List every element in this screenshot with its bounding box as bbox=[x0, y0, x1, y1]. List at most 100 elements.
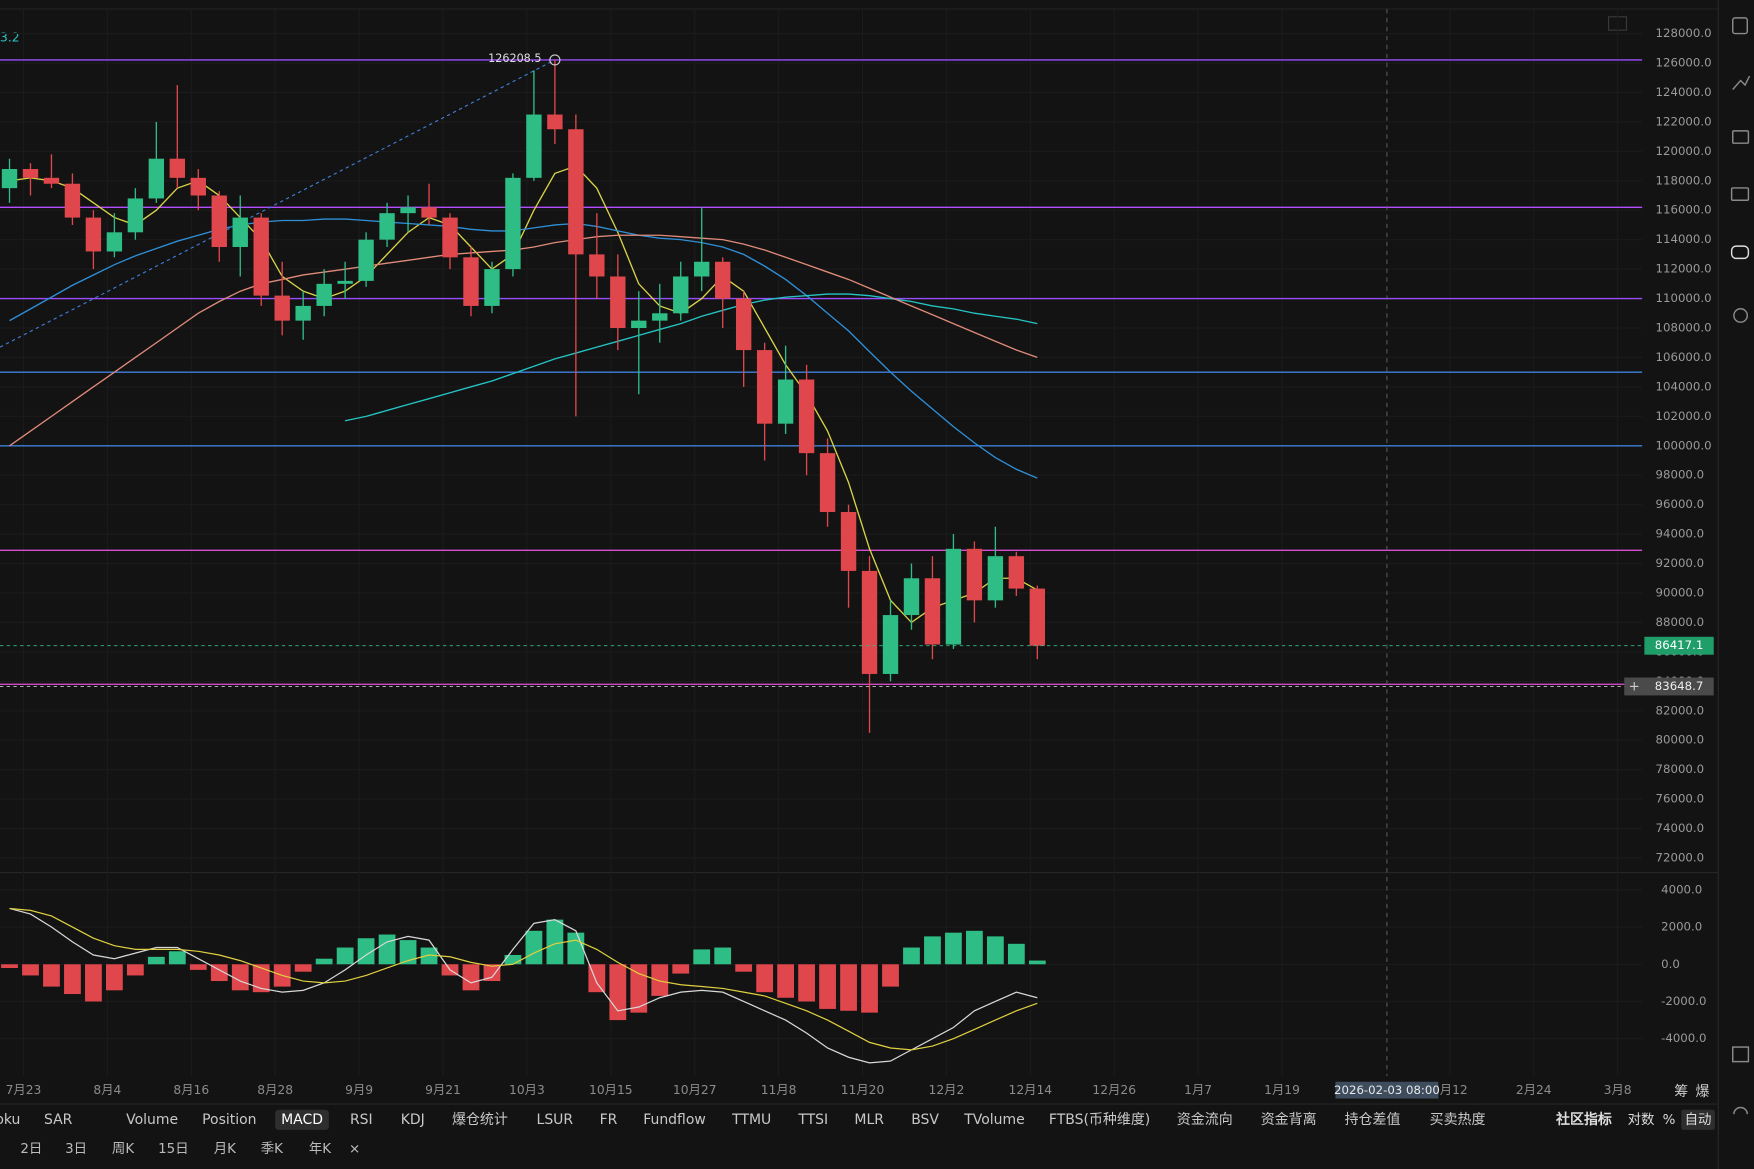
x-tick-label: 11月20 bbox=[841, 1083, 885, 1097]
y-tick-label: 110000.0 bbox=[1656, 291, 1712, 305]
indicator-tab[interactable]: FR bbox=[600, 1112, 618, 1128]
scale-option[interactable]: 自动 bbox=[1685, 1112, 1712, 1128]
x-tick-label: 3月8 bbox=[1604, 1083, 1632, 1097]
y-tick-label: 2000.0 bbox=[1661, 920, 1702, 934]
indicator-label: 3.2 bbox=[0, 31, 20, 45]
peak-label: 126208.5 bbox=[488, 52, 541, 65]
indicator-tab[interactable]: 资金背离 bbox=[1261, 1111, 1317, 1128]
macd-bar bbox=[546, 919, 564, 965]
icon[interactable] bbox=[1733, 1106, 1749, 1115]
scale-option[interactable]: 对数 bbox=[1628, 1112, 1655, 1128]
x-tick-label: 8月16 bbox=[173, 1083, 209, 1097]
macd-bar bbox=[924, 936, 941, 965]
last-price-tag bbox=[1644, 636, 1714, 655]
candle-body bbox=[22, 169, 39, 178]
candle-body bbox=[232, 217, 248, 248]
candle-body bbox=[945, 548, 962, 645]
indicator-tab[interactable]: TTMU bbox=[731, 1112, 771, 1128]
icon[interactable] bbox=[1732, 130, 1750, 144]
period-tab[interactable]: 年K bbox=[309, 1141, 332, 1157]
icon[interactable] bbox=[1732, 17, 1749, 35]
community-indicators[interactable]: 社区指标 bbox=[1555, 1111, 1612, 1128]
y-tick-label: 80000.0 bbox=[1656, 733, 1705, 747]
macd-bar bbox=[126, 964, 144, 976]
candle-body bbox=[882, 615, 899, 674]
indicator-tab[interactable]: MACD bbox=[281, 1112, 323, 1128]
macd-bar bbox=[22, 964, 39, 976]
macd-bar bbox=[336, 947, 354, 965]
macd-bar bbox=[819, 964, 836, 1009]
icon[interactable] bbox=[1732, 1046, 1750, 1063]
crosshair-x-tag bbox=[1335, 1081, 1439, 1099]
indicator-tab[interactable]: Position bbox=[202, 1112, 256, 1128]
icon[interactable] bbox=[1733, 308, 1749, 323]
macd-bar bbox=[315, 958, 333, 965]
indicator-tab[interactable]: 资金流向 bbox=[1177, 1112, 1233, 1128]
indicator-tab[interactable]: TVolume bbox=[963, 1112, 1024, 1128]
candle-body bbox=[756, 350, 773, 424]
macd-bar bbox=[210, 964, 228, 982]
icon[interactable] bbox=[1730, 245, 1750, 260]
crosshair-x-label: 2026-02-03 08:00 bbox=[1334, 1083, 1440, 1097]
candle-body bbox=[1008, 556, 1025, 589]
x-tick-label: 8月28 bbox=[257, 1083, 293, 1097]
axis-tool[interactable]: 爆 bbox=[1696, 1084, 1710, 1100]
y-tick-label: 90000.0 bbox=[1656, 585, 1705, 599]
period-tab[interactable]: 季K bbox=[261, 1141, 284, 1157]
y-tick-label: 126000.0 bbox=[1656, 56, 1712, 70]
indicator-tab[interactable]: 持仓差值 bbox=[1345, 1112, 1401, 1128]
macd-bar bbox=[231, 964, 249, 991]
macd-bar bbox=[651, 964, 669, 996]
icon[interactable] bbox=[1732, 75, 1751, 90]
y-tick-label: 76000.0 bbox=[1656, 792, 1705, 806]
icon[interactable] bbox=[1730, 187, 1750, 201]
indicator-tab[interactable]: oku bbox=[0, 1112, 20, 1128]
candle-body bbox=[861, 570, 878, 674]
period-tab[interactable]: 3日 bbox=[65, 1142, 87, 1157]
candle-body bbox=[715, 261, 731, 299]
x-tick-label: 10月15 bbox=[589, 1083, 633, 1097]
candle-body bbox=[694, 261, 710, 277]
indicator-tab[interactable]: SAR bbox=[44, 1112, 73, 1128]
period-tab[interactable]: × bbox=[349, 1142, 360, 1157]
period-tab[interactable]: 15日 bbox=[158, 1142, 188, 1157]
macd-bar bbox=[986, 936, 1004, 965]
macd-bar bbox=[168, 951, 186, 965]
axis-tool[interactable]: 筹 bbox=[1674, 1083, 1688, 1100]
period-tab[interactable]: 周K bbox=[112, 1142, 135, 1157]
indicator-tab[interactable]: BSV bbox=[911, 1112, 939, 1128]
candle-body bbox=[253, 217, 269, 296]
y-tick-label: 4000.0 bbox=[1661, 882, 1702, 896]
y-tick-label: 100000.0 bbox=[1656, 438, 1712, 452]
candle-body bbox=[505, 177, 521, 270]
y-tick-label: 120000.0 bbox=[1656, 144, 1712, 158]
y-tick-label: 116000.0 bbox=[1656, 203, 1712, 217]
period-tab[interactable]: 2日 bbox=[20, 1142, 42, 1157]
y-tick-label: 72000.0 bbox=[1656, 850, 1705, 864]
indicator-tab[interactable]: TTSI bbox=[797, 1112, 828, 1128]
indicator-tab[interactable]: FTBS(币种维度) bbox=[1049, 1112, 1150, 1128]
candle-body bbox=[337, 280, 353, 284]
period-tab[interactable]: 月K bbox=[214, 1142, 237, 1157]
indicator-tab[interactable]: MLR bbox=[854, 1112, 884, 1128]
candle-body bbox=[903, 578, 920, 616]
indicator-tab[interactable]: 买卖热度 bbox=[1430, 1112, 1486, 1128]
macd-bar bbox=[630, 964, 648, 1013]
peak-marker bbox=[549, 54, 561, 66]
indicator-tab[interactable]: RSI bbox=[350, 1112, 373, 1128]
y-tick-label: -2000.0 bbox=[1661, 994, 1706, 1008]
macd-bar bbox=[43, 964, 60, 987]
indicator-tab[interactable]: 爆仓统计 bbox=[452, 1112, 508, 1128]
candle-body bbox=[673, 276, 689, 314]
indicator-tab[interactable]: KDJ bbox=[401, 1112, 425, 1128]
indicator-tab[interactable]: Fundflow bbox=[643, 1112, 706, 1128]
candle-body bbox=[379, 213, 395, 240]
indicator-tab[interactable]: Volume bbox=[126, 1112, 178, 1128]
macd-bar bbox=[861, 964, 878, 1013]
macd-bar bbox=[840, 964, 857, 1011]
indicator-tab[interactable]: LSUR bbox=[537, 1112, 574, 1128]
candle-body bbox=[274, 295, 290, 321]
crosshair-y-tag bbox=[1624, 677, 1714, 696]
scale-option[interactable]: % bbox=[1663, 1113, 1676, 1128]
